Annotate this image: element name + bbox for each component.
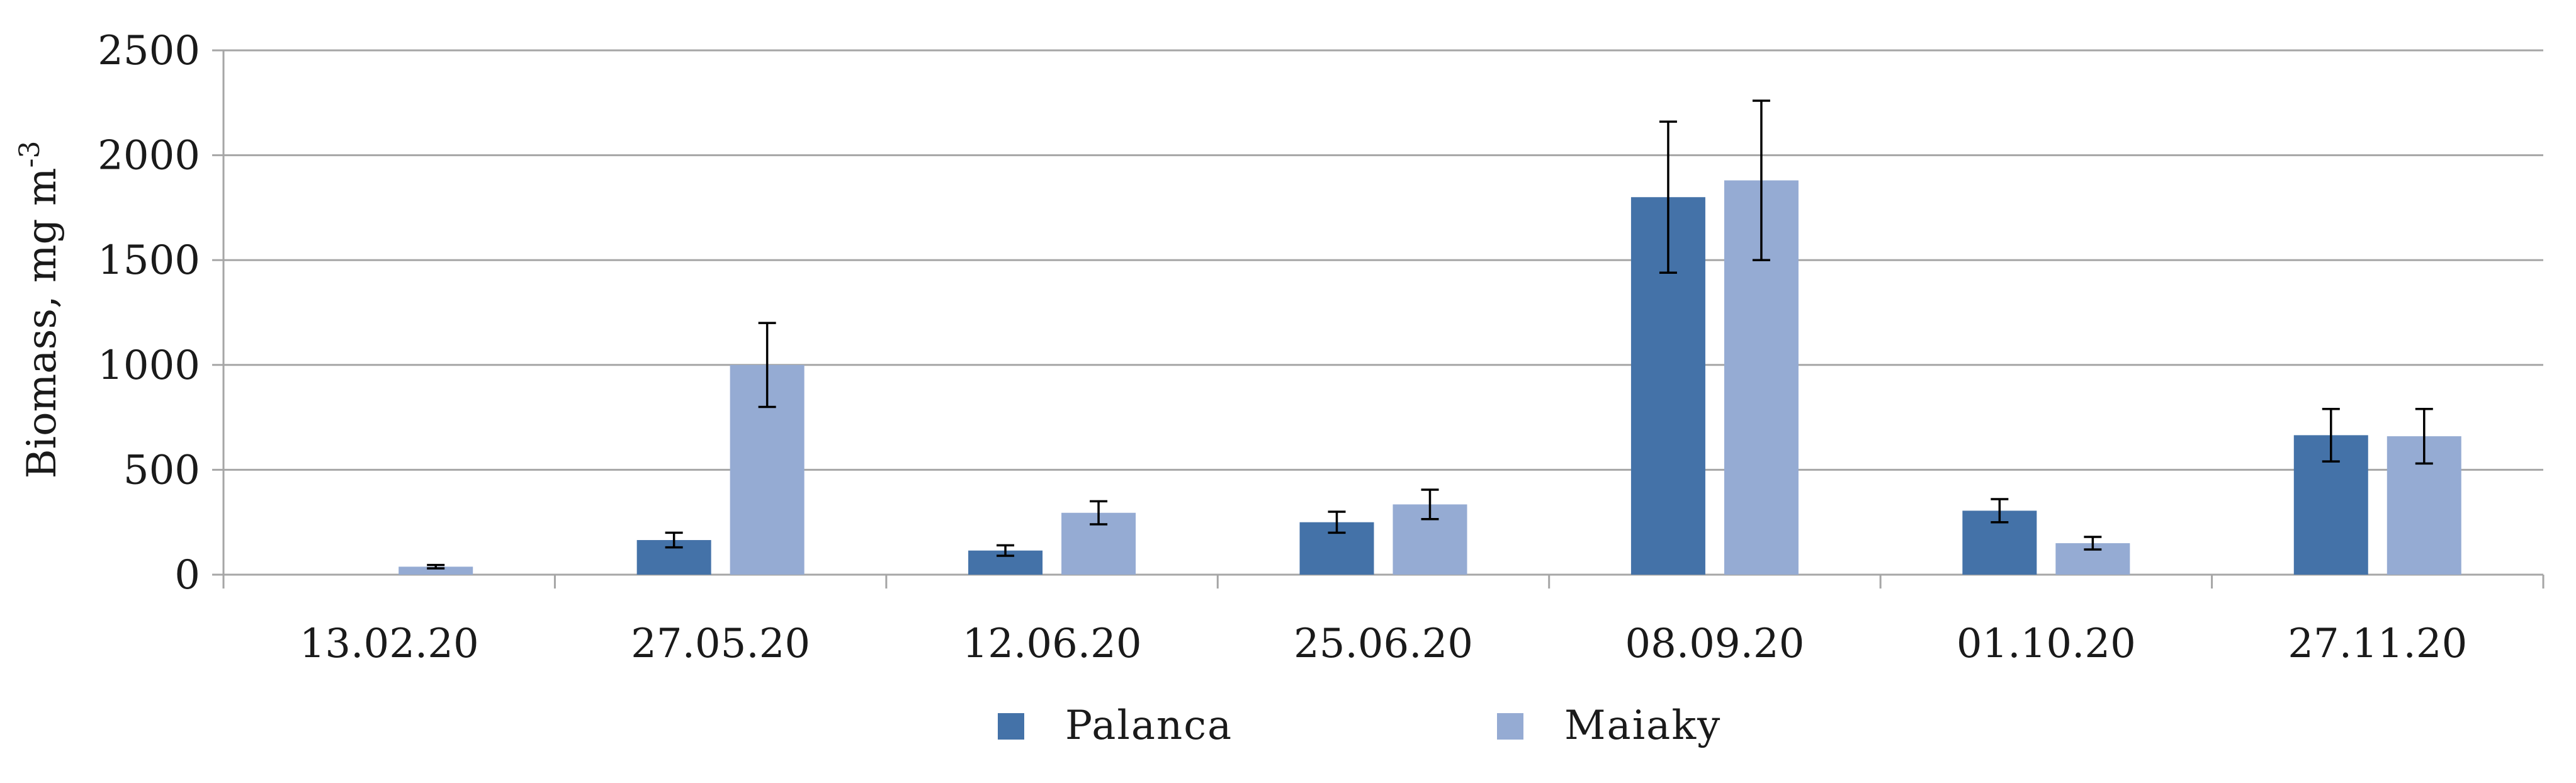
legend-swatch-palanca: [998, 713, 1024, 740]
x-tick-label-08.09.20: 08.09.20: [1625, 621, 1804, 667]
y-tick-label-2500: 2500: [98, 28, 200, 74]
error-bar-maiaky-08.09.20: [1752, 99, 1770, 261]
y-axis-title-text: Biomass, mg m: [19, 167, 65, 478]
y-tick-label-1000: 1000: [98, 342, 200, 389]
bar-maiaky-13.02.20: [398, 566, 473, 575]
tick-labels: 0 500 1000 1500 2000 2500 13.02.20 27.05.20 12.0…: [98, 28, 2467, 667]
error-bar-maiaky-12.06.20: [1090, 500, 1108, 526]
gridlines: [223, 49, 2543, 471]
y-tick-label-1500: 1500: [98, 237, 200, 284]
y-axis-title-superscript: -3: [14, 141, 46, 168]
error-bar-palanca-27.11.20: [2322, 408, 2340, 463]
error-bar-maiaky-25.06.20: [1421, 488, 1439, 521]
y-tick-label-500: 500: [123, 447, 200, 493]
error-bar-palanca-08.09.20: [1659, 120, 1677, 274]
x-tick-label-01.10.20: 01.10.20: [1957, 621, 2136, 667]
error-bars: [427, 99, 2433, 570]
x-tick-label-12.06.20: 12.06.20: [963, 621, 1142, 667]
legend-swatch-maiaky: [1497, 713, 1523, 740]
x-tick-label-25.06.20: 25.06.20: [1294, 621, 1473, 667]
error-bar-palanca-12.06.20: [997, 544, 1015, 557]
error-bar-maiaky-27.05.20: [758, 322, 776, 408]
error-bar-palanca-01.10.20: [1991, 498, 2009, 524]
legend-label-maiaky: Maiaky: [1564, 702, 1721, 749]
x-tick-label-27.11.20: 27.11.20: [2288, 621, 2467, 667]
error-bar-palanca-25.06.20: [1328, 510, 1346, 534]
error-bar-palanca-27.05.20: [665, 531, 683, 549]
legend: Palanca Maiaky: [998, 702, 1721, 749]
axes: [212, 49, 2545, 589]
error-bar-maiaky-27.11.20: [2415, 408, 2433, 465]
y-tick-label-2000: 2000: [98, 133, 200, 179]
x-tick-label-13.02.20: 13.02.20: [300, 621, 479, 667]
legend-label-palanca: Palanca: [1065, 702, 1233, 749]
y-axis-title: Biomass, mg m-3: [14, 141, 65, 479]
error-bar-maiaky-13.02.20: [427, 563, 445, 570]
error-bar-maiaky-01.10.20: [2084, 536, 2102, 551]
y-tick-label-0: 0: [174, 552, 200, 599]
x-tick-label-27.05.20: 27.05.20: [631, 621, 810, 667]
